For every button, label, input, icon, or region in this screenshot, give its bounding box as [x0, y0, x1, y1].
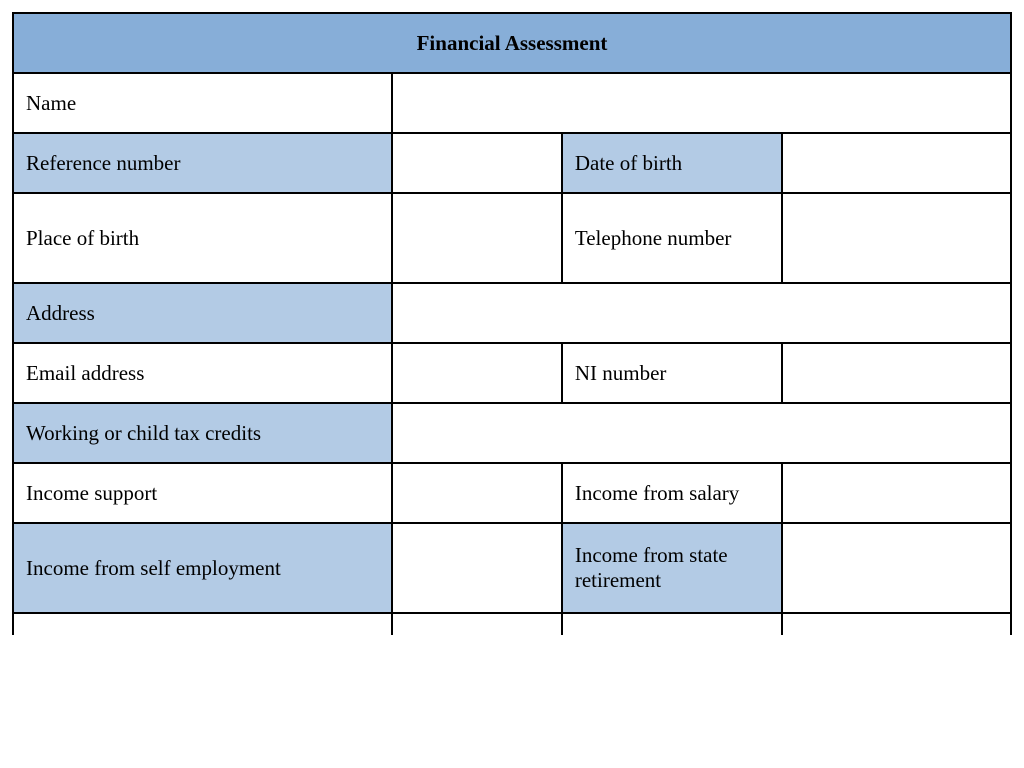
reference-number-field[interactable]	[392, 133, 562, 193]
income-state-retirement-label: Income from state retirement	[562, 523, 782, 613]
income-support-label: Income support	[13, 463, 392, 523]
tax-credits-row: Working or child tax credits	[13, 403, 1011, 463]
date-of-birth-field[interactable]	[782, 133, 1011, 193]
ni-number-label: NI number	[562, 343, 782, 403]
ni-number-field[interactable]	[782, 343, 1011, 403]
address-label: Address	[13, 283, 392, 343]
partial-cutoff-row	[13, 613, 1011, 635]
telephone-number-label: Telephone number	[562, 193, 782, 283]
income-self-employment-field[interactable]	[392, 523, 562, 613]
financial-assessment-form: Financial Assessment Name Reference numb…	[12, 12, 1012, 635]
name-row: Name	[13, 73, 1011, 133]
income-support-salary-row: Income support Income from salary	[13, 463, 1011, 523]
name-field[interactable]	[392, 73, 1011, 133]
place-of-birth-label: Place of birth	[13, 193, 392, 283]
income-from-salary-field[interactable]	[782, 463, 1011, 523]
reference-number-label: Reference number	[13, 133, 392, 193]
address-field[interactable]	[392, 283, 1011, 343]
email-address-field[interactable]	[392, 343, 562, 403]
income-self-retirement-row: Income from self employment Income from …	[13, 523, 1011, 613]
tax-credits-field[interactable]	[392, 403, 1011, 463]
form-title: Financial Assessment	[13, 13, 1011, 73]
telephone-number-field[interactable]	[782, 193, 1011, 283]
income-state-retirement-field[interactable]	[782, 523, 1011, 613]
address-row: Address	[13, 283, 1011, 343]
title-row: Financial Assessment	[13, 13, 1011, 73]
email-ni-row: Email address NI number	[13, 343, 1011, 403]
income-self-employment-label: Income from self employment	[13, 523, 392, 613]
income-from-salary-label: Income from salary	[562, 463, 782, 523]
date-of-birth-label: Date of birth	[562, 133, 782, 193]
place-of-birth-field[interactable]	[392, 193, 562, 283]
tax-credits-label: Working or child tax credits	[13, 403, 392, 463]
income-support-field[interactable]	[392, 463, 562, 523]
email-address-label: Email address	[13, 343, 392, 403]
name-label: Name	[13, 73, 392, 133]
reference-dob-row: Reference number Date of birth	[13, 133, 1011, 193]
pob-telephone-row: Place of birth Telephone number	[13, 193, 1011, 283]
